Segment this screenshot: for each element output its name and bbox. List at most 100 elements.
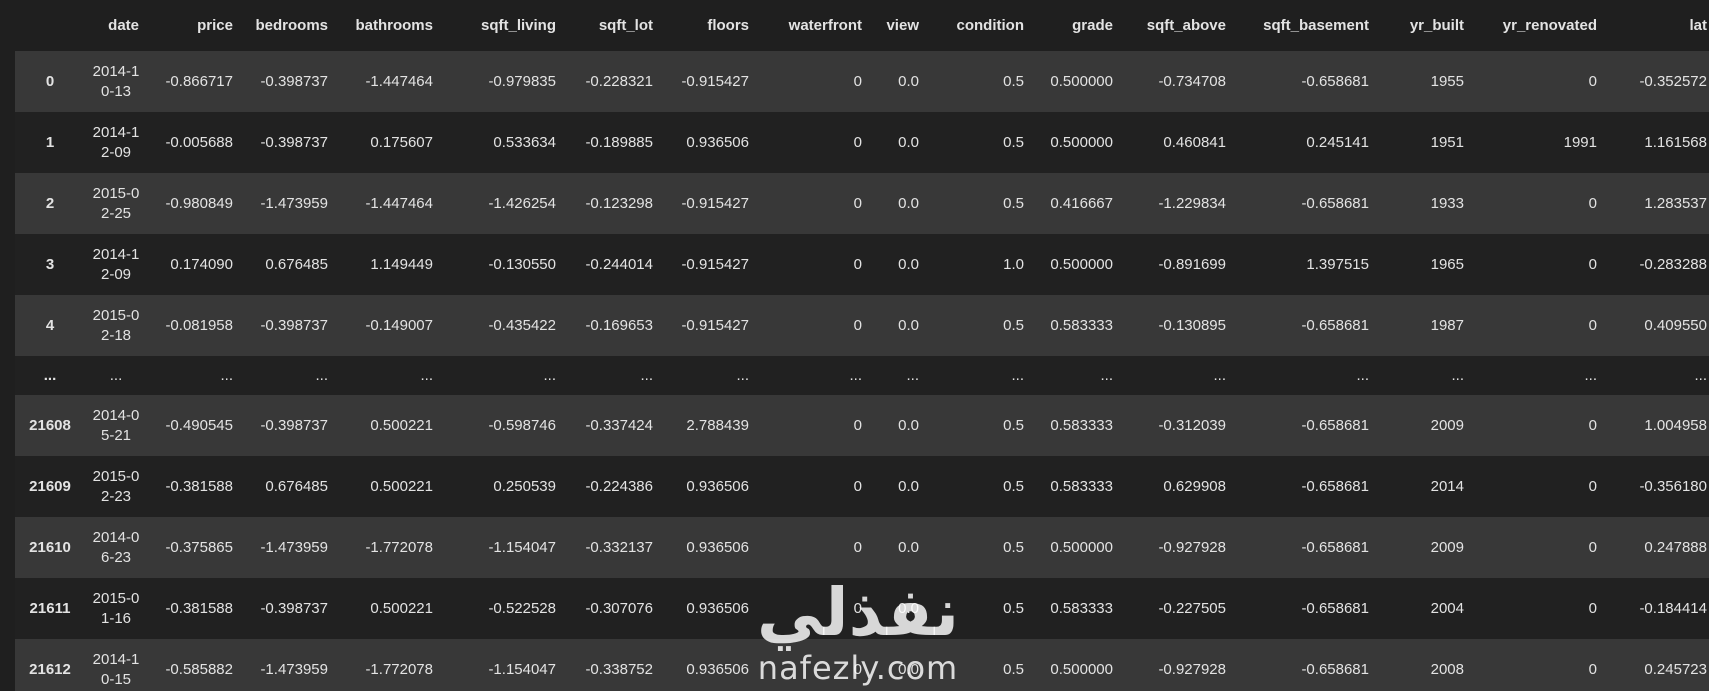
cell: -0.490545 [165,417,233,434]
cell: 0.500000 [1050,539,1113,556]
cell: 2014-10-15 [92,650,140,688]
cell: 0.936506 [686,134,749,151]
cell: -0.658681 [1301,600,1369,617]
cell: 0.500000 [1050,661,1113,678]
cell: -0.123298 [585,195,653,212]
cell: -0.184414 [1639,600,1707,617]
cell: -0.244014 [585,256,653,273]
row-index: 0 [45,73,55,90]
cell: -1.154047 [488,539,556,556]
header-row: date price bedrooms bathrooms sqft_living sqf… [15,0,1709,51]
cell: -0.149007 [365,317,433,334]
cell: 0.5 [1003,539,1024,556]
cell: 0.500000 [1050,73,1113,90]
cell: 2008 [1430,661,1464,678]
row-index: 3 [45,256,55,273]
cell: -0.381588 [165,478,233,495]
column-header: sqft_basement [1234,0,1377,51]
cell: ... [640,367,653,384]
cell: 1951 [1430,134,1464,151]
cell: 0 [1588,661,1597,678]
dataframe: date price bedrooms bathrooms sqft_living sqf… [15,0,1709,691]
column-header: sqft_living [441,0,564,51]
column-header: condition [927,0,1032,51]
row-index: 1 [45,134,55,151]
cell: -1.473959 [260,539,328,556]
cell: 0.5 [1003,478,1024,495]
cell: -0.915427 [681,195,749,212]
table-body: 0 2014-10-13 -0.866717 -0.398737 -1.447464 -0… [15,51,1709,691]
table-row: 0 2014-10-13 -0.866717 -0.398737 -1.447464 -0… [15,51,1709,112]
cell: -1.447464 [365,195,433,212]
cell: 0.0 [898,478,919,495]
cell: -0.658681 [1301,478,1369,495]
cell: -0.169653 [585,317,653,334]
cell: 0.0 [898,73,919,90]
cell: -0.338752 [585,661,653,678]
cell: 2014-10-13 [92,62,140,100]
cell: -0.228321 [585,73,653,90]
cell: 0.500221 [370,600,433,617]
table-row: 1 2014-12-09 -0.005688 -0.398737 0.175607 0.5… [15,112,1709,173]
cell: 0.0 [898,317,919,334]
table-row: 21612 2014-10-15 -0.585882 -1.473959 -1.7720… [15,639,1709,691]
cell: 2014-05-21 [92,406,140,444]
cell: -0.734708 [1158,73,1226,90]
cell: 0.5 [1003,73,1024,90]
cell: 2014-12-09 [92,245,140,283]
cell: 2015-02-23 [92,467,140,505]
cell: 1987 [1430,317,1464,334]
cell: 0.583333 [1050,600,1113,617]
row-index: 2 [45,195,55,212]
cell: -0.312039 [1158,417,1226,434]
cell: 0 [1588,417,1597,434]
row-index: 21610 [29,539,71,556]
row-index: 21608 [29,417,71,434]
cell: ... [1584,367,1597,384]
row-index: 4 [45,317,55,334]
cell: -0.658681 [1301,73,1369,90]
cell: 0 [1588,600,1597,617]
column-header: sqft_lot [564,0,661,51]
cell: -0.130895 [1158,317,1226,334]
cell: 0 [1588,256,1597,273]
cell: 0.5 [1003,195,1024,212]
column-header: yr_built [1377,0,1472,51]
cell: 0.583333 [1050,417,1113,434]
cell: 0.174090 [170,256,233,273]
cell: -0.398737 [260,600,328,617]
cell: 0.5 [1003,317,1024,334]
column-header: grade [1032,0,1121,51]
cell: 0.0 [898,195,919,212]
cell: -0.398737 [260,417,328,434]
row-index: 21612 [29,661,71,678]
cell: 0 [853,195,862,212]
cell: 0.583333 [1050,478,1113,495]
cell: 0 [1588,478,1597,495]
cell: 0.5 [1003,661,1024,678]
row-index: ... [43,367,57,384]
cell: -0.915427 [681,73,749,90]
cell: -0.130550 [488,256,556,273]
column-header: sqft_above [1121,0,1234,51]
column-header: lat [1605,0,1709,51]
column-header: waterfront [757,0,870,51]
cell: -0.522528 [488,600,556,617]
cell: -1.473959 [260,661,328,678]
cell: 0 [853,661,862,678]
table-row: 2 2015-02-25 -0.980849 -1.473959 -1.447464 -1… [15,173,1709,234]
cell: -0.927928 [1158,661,1226,678]
column-header [15,0,85,51]
table-row: 21609 2015-02-23 -0.381588 0.676485 0.500221… [15,456,1709,517]
cell: 2015-02-18 [92,306,140,344]
row-index: 21609 [29,478,71,495]
table-row: 4 2015-02-18 -0.081958 -0.398737 -0.149007 -0… [15,295,1709,356]
cell: ... [849,367,862,384]
cell: 0.629908 [1163,478,1226,495]
column-header: bathrooms [336,0,441,51]
cell: -1.447464 [365,73,433,90]
cell: 0.409550 [1644,317,1707,334]
table-header: date price bedrooms bathrooms sqft_living sqf… [15,0,1709,51]
cell: 0 [853,73,862,90]
